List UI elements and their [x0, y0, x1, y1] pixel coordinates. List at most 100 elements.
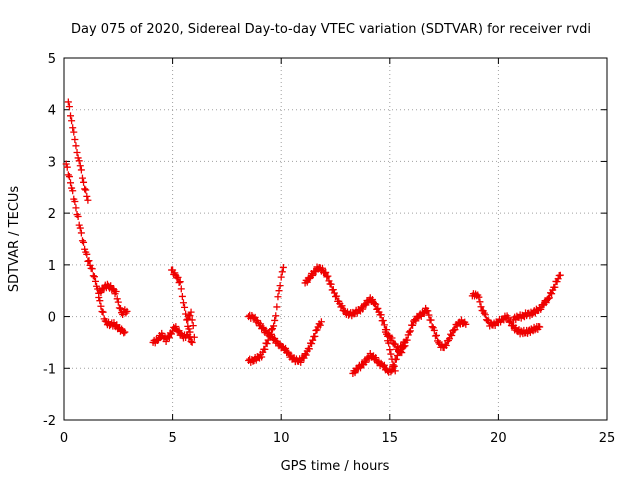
- data-point: [90, 273, 98, 281]
- data-point: [372, 300, 380, 308]
- data-point: [391, 367, 399, 375]
- data-point: [85, 257, 93, 265]
- data-point: [187, 308, 195, 316]
- data-point: [114, 298, 122, 306]
- data-point: [186, 312, 194, 320]
- data-point: [258, 353, 266, 361]
- series-arc-6: [184, 308, 198, 341]
- data-point: [302, 351, 310, 359]
- data-point: [176, 278, 184, 286]
- y-tick-label: 3: [48, 155, 56, 170]
- data-point: [74, 213, 82, 221]
- data-point: [323, 273, 331, 281]
- data-point: [425, 311, 433, 319]
- y-tick-label: -2: [43, 414, 56, 429]
- data-point: [174, 273, 182, 281]
- data-point: [380, 361, 388, 369]
- data-point: [80, 178, 88, 186]
- data-point: [67, 179, 75, 187]
- data-point: [72, 204, 80, 212]
- x-tick-labels: 0 5 10 15 20 25: [60, 431, 615, 446]
- data-point: [162, 338, 170, 346]
- data-point: [333, 292, 341, 300]
- data-point: [405, 328, 413, 336]
- data-point: [390, 362, 398, 370]
- data-point: [359, 305, 367, 313]
- data-point: [187, 338, 195, 346]
- data-point: [536, 323, 544, 331]
- data-point: [309, 336, 317, 344]
- plot-frame: [63, 57, 608, 421]
- data-point: [274, 293, 282, 301]
- data-point: [261, 345, 269, 353]
- data-point: [338, 302, 346, 310]
- data-point: [75, 157, 83, 165]
- x-tick-label: 25: [599, 431, 616, 446]
- data-point: [448, 332, 456, 340]
- data-point: [84, 196, 92, 204]
- data-point: [284, 348, 292, 356]
- series-arc-4: [149, 323, 196, 347]
- data-point: [389, 361, 397, 369]
- data-point: [98, 307, 106, 315]
- data-point: [442, 342, 450, 350]
- data-point: [398, 343, 406, 351]
- data-point: [393, 351, 401, 359]
- data-point: [188, 338, 196, 346]
- data-point: [263, 340, 271, 348]
- data-point: [96, 297, 104, 305]
- data-point: [175, 279, 183, 287]
- data-point: [73, 149, 81, 157]
- data-point: [97, 289, 105, 297]
- data-point: [451, 326, 459, 334]
- data-point: [305, 345, 313, 353]
- data-point: [311, 332, 319, 340]
- y-tick-label: 4: [48, 104, 56, 119]
- data-point: [71, 135, 79, 143]
- data-point: [112, 287, 120, 295]
- data-point: [84, 257, 92, 265]
- data-point: [441, 340, 449, 348]
- data-point: [88, 265, 96, 273]
- data-point: [372, 354, 380, 362]
- data-point: [123, 307, 131, 315]
- data-point: [379, 316, 387, 324]
- data-point: [551, 283, 559, 291]
- data-point: [396, 348, 404, 356]
- series-arc-1: [62, 160, 129, 337]
- data-point: [185, 325, 193, 333]
- data-point: [277, 273, 285, 281]
- x-tick-label: 15: [382, 431, 399, 446]
- data-point: [65, 103, 73, 111]
- data-point: [368, 295, 376, 303]
- data-point: [388, 355, 396, 363]
- data-point: [309, 271, 317, 279]
- data-points: [62, 98, 564, 377]
- data-point: [388, 334, 396, 342]
- data-point: [83, 250, 91, 258]
- data-point: [78, 237, 86, 245]
- data-point: [272, 312, 280, 320]
- data-point: [118, 325, 126, 333]
- data-point: [476, 298, 484, 306]
- data-point: [81, 185, 89, 193]
- series-arc-12: [468, 290, 544, 338]
- data-point: [386, 346, 394, 354]
- data-point: [63, 163, 71, 171]
- data-point: [267, 326, 275, 334]
- series-arc-9: [301, 263, 470, 357]
- data-point: [388, 366, 396, 374]
- data-point: [324, 272, 332, 280]
- data-point: [186, 328, 194, 336]
- data-point: [556, 271, 564, 279]
- data-point: [121, 328, 129, 336]
- data-point: [383, 330, 391, 338]
- data-point: [316, 321, 324, 329]
- data-point: [172, 323, 180, 331]
- data-point: [270, 322, 278, 330]
- data-point: [67, 112, 75, 120]
- chart-title: Day 075 of 2020, Sidereal Day-to-day VTE…: [71, 22, 591, 37]
- data-point: [305, 274, 313, 282]
- data-point: [276, 282, 284, 290]
